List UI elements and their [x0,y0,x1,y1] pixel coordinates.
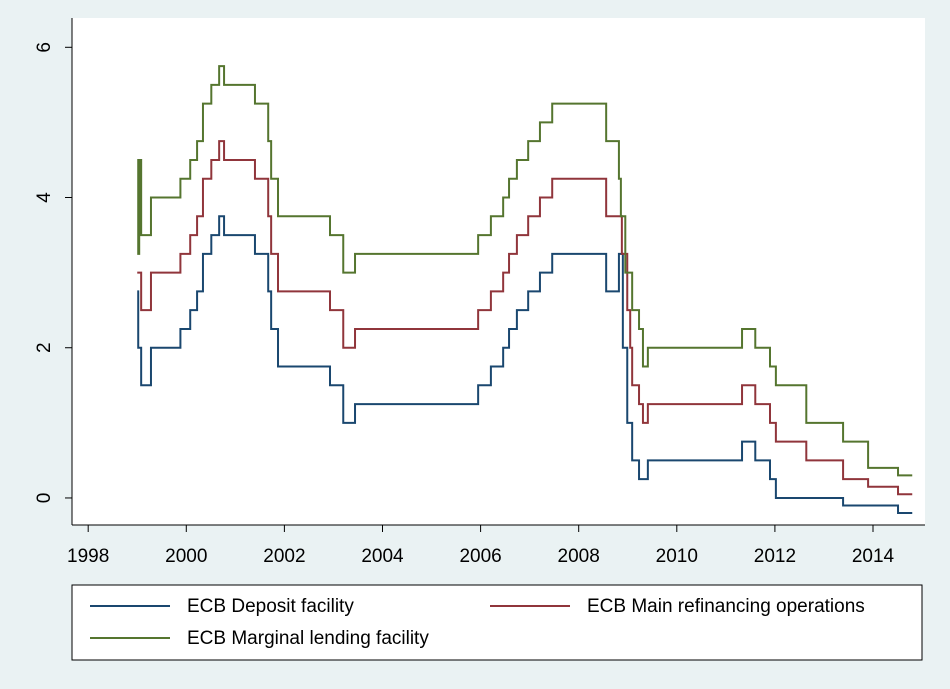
legend-label: ECB Deposit facility [187,596,354,617]
y-tick-label: 6 [34,42,55,53]
series-line [137,140,913,496]
y-tick-label: 2 [34,342,55,353]
x-tick-label: 2010 [656,546,698,567]
series-line [137,215,913,514]
x-tick-label: 2000 [165,546,207,567]
plot-area [72,18,925,525]
x-tick-label: 2012 [754,546,796,567]
y-tick-label: 0 [34,493,55,504]
series-line [137,65,913,477]
legend-label: ECB Marginal lending facility [187,628,429,649]
x-tick-label: 2004 [361,546,404,567]
x-tick-label: 1998 [67,546,109,567]
x-tick-label: 2006 [459,546,501,567]
y-tick-label: 4 [34,192,55,203]
legend-label: ECB Main refinancing operations [587,596,865,617]
x-tick-label: 2002 [263,546,305,567]
x-tick-label: 2014 [852,546,895,567]
legend-box [71,584,923,661]
x-tick-label: 2008 [558,546,600,567]
